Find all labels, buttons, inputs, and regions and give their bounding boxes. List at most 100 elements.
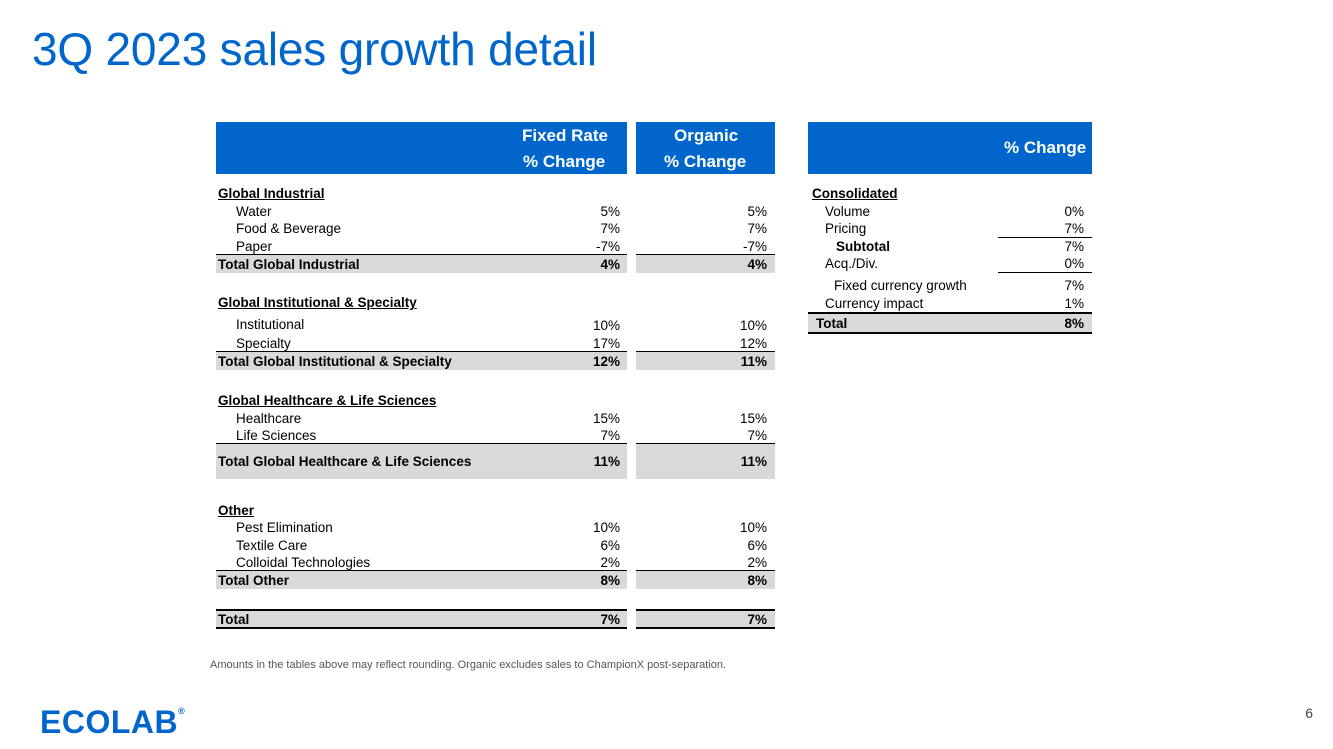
gi-section-title: Global Industrial	[218, 186, 325, 201]
ghl-total-rule-fixed	[216, 443, 627, 444]
fixed-value: 10%	[592, 318, 620, 333]
change-value: 8%	[1064, 316, 1084, 331]
other-total-band-organic	[636, 571, 775, 589]
gi-total-rule-organic	[636, 254, 775, 255]
other-total-rule-organic	[636, 570, 775, 571]
row-label: Acq./Div.	[825, 256, 879, 271]
fixed-value: 17%	[592, 336, 620, 351]
change-value: 7%	[1064, 278, 1084, 293]
organic-value: 11%	[740, 454, 767, 469]
fixed-value: 5%	[600, 204, 620, 219]
organic-header-line1: Organic	[674, 126, 739, 145]
gis-total-rule-fixed	[216, 351, 627, 352]
page-title: 3Q 2023 sales growth detail	[32, 23, 597, 75]
organic-value: 15%	[739, 411, 767, 426]
organic-value: 7%	[747, 221, 767, 236]
row-label: Total Global Healthcare & Life Sciences	[218, 454, 472, 469]
organic-value: 10%	[739, 520, 767, 535]
row-label: Subtotal	[836, 239, 890, 254]
fixed-rate-header-line2: % Change	[523, 152, 606, 171]
right-header-label: % Change	[1004, 138, 1087, 157]
fixed-value: 6%	[600, 538, 620, 553]
right-total-top-rule	[808, 312, 1092, 314]
grand-total-top-rule-organic	[636, 609, 775, 611]
row-label: Colloidal Technologies	[236, 555, 371, 570]
change-value: 0%	[1064, 256, 1084, 271]
fixed-value: -7%	[595, 239, 620, 254]
change-value: 0%	[1064, 204, 1084, 219]
row-label: Paper	[236, 239, 273, 254]
row-label: Total	[816, 316, 848, 331]
pricing-rule	[998, 237, 1092, 238]
row-label: Pest Elimination	[236, 520, 333, 535]
grand-total-band-organic	[636, 610, 775, 628]
gis-total-band-organic	[636, 352, 775, 370]
row-label: Institutional	[236, 317, 305, 332]
fixed-value: 4%	[600, 257, 620, 272]
row-label: Water	[236, 204, 272, 219]
other-total-band-fixed	[216, 571, 627, 589]
organic-value: -7%	[742, 239, 767, 254]
row-label: Total Global Institutional & Specialty	[218, 354, 452, 369]
right-header-band: % Change	[808, 122, 1092, 174]
organic-header-band: Organic % Change	[636, 122, 775, 174]
grand-total-bottom-rule-organic	[636, 627, 775, 629]
gi-total-band-fixed	[216, 255, 627, 273]
fixed-value: 11%	[593, 454, 620, 469]
row-label: Currency impact	[825, 296, 924, 311]
gi-total-rule-fixed	[216, 254, 627, 255]
other-total-rule-fixed	[216, 570, 627, 571]
left-header-band: Fixed Rate % Change	[216, 122, 627, 174]
ghl-total-band-organic	[636, 444, 775, 479]
grand-total-top-rule-fixed	[216, 609, 627, 611]
ghl-section-title: Global Healthcare & Life Sciences	[218, 393, 437, 408]
fixed-value: 2%	[600, 555, 620, 570]
registered-mark: ®	[178, 706, 186, 716]
fixed-value: 15%	[592, 411, 620, 426]
gi-total-band-organic	[636, 255, 775, 273]
change-value: 7%	[1064, 239, 1084, 254]
grand-total-bottom-rule-fixed	[216, 627, 627, 629]
fixed-value: 7%	[600, 221, 620, 236]
organic-value: 7%	[747, 612, 767, 627]
row-label: Life Sciences	[236, 428, 317, 443]
ghl-total-band-fixed	[216, 444, 627, 479]
row-label: Pricing	[825, 221, 867, 236]
organic-value: 10%	[739, 318, 767, 333]
ghl-total-rule-organic	[636, 443, 775, 444]
row-label: Healthcare	[236, 411, 302, 426]
change-value: 7%	[1064, 221, 1084, 236]
right-total-band	[808, 313, 1092, 333]
organic-value: 2%	[747, 555, 767, 570]
fixed-rate-header-line1: Fixed Rate	[522, 126, 608, 145]
row-label: Volume	[825, 204, 871, 219]
row-label: Fixed currency growth	[834, 278, 967, 293]
gis-total-band-fixed	[216, 352, 627, 370]
fixed-value: 7%	[600, 428, 620, 443]
row-label: Total Global Industrial	[218, 257, 360, 272]
organic-value: 8%	[747, 573, 767, 588]
organic-value: 12%	[739, 336, 767, 351]
ecolab-logo: ECOLAB®	[40, 704, 185, 741]
organic-value: 11%	[740, 354, 767, 369]
other-section-title: Other	[218, 503, 255, 518]
footnote: Amounts in the tables above may reflect …	[210, 659, 727, 671]
organic-value: 5%	[747, 204, 767, 219]
logo-text: ECOLAB	[40, 704, 179, 740]
row-label: Specialty	[236, 336, 291, 351]
consolidated-title: Consolidated	[812, 186, 898, 201]
page-number: 6	[1305, 705, 1313, 721]
fixed-value: 12%	[592, 354, 620, 369]
fixed-value: 8%	[600, 573, 620, 588]
organic-value: 4%	[747, 257, 767, 272]
row-label: Textile Care	[236, 538, 308, 553]
row-label: Food & Beverage	[236, 221, 342, 236]
organic-value: 7%	[747, 428, 767, 443]
acq-rule	[998, 272, 1092, 273]
fixed-value: 7%	[600, 612, 620, 627]
row-label: Total	[218, 612, 250, 627]
change-value: 1%	[1064, 296, 1084, 311]
gis-section-title: Global Institutional & Specialty	[218, 295, 417, 310]
fixed-value: 10%	[592, 520, 620, 535]
right-total-bottom-rule	[808, 332, 1092, 334]
